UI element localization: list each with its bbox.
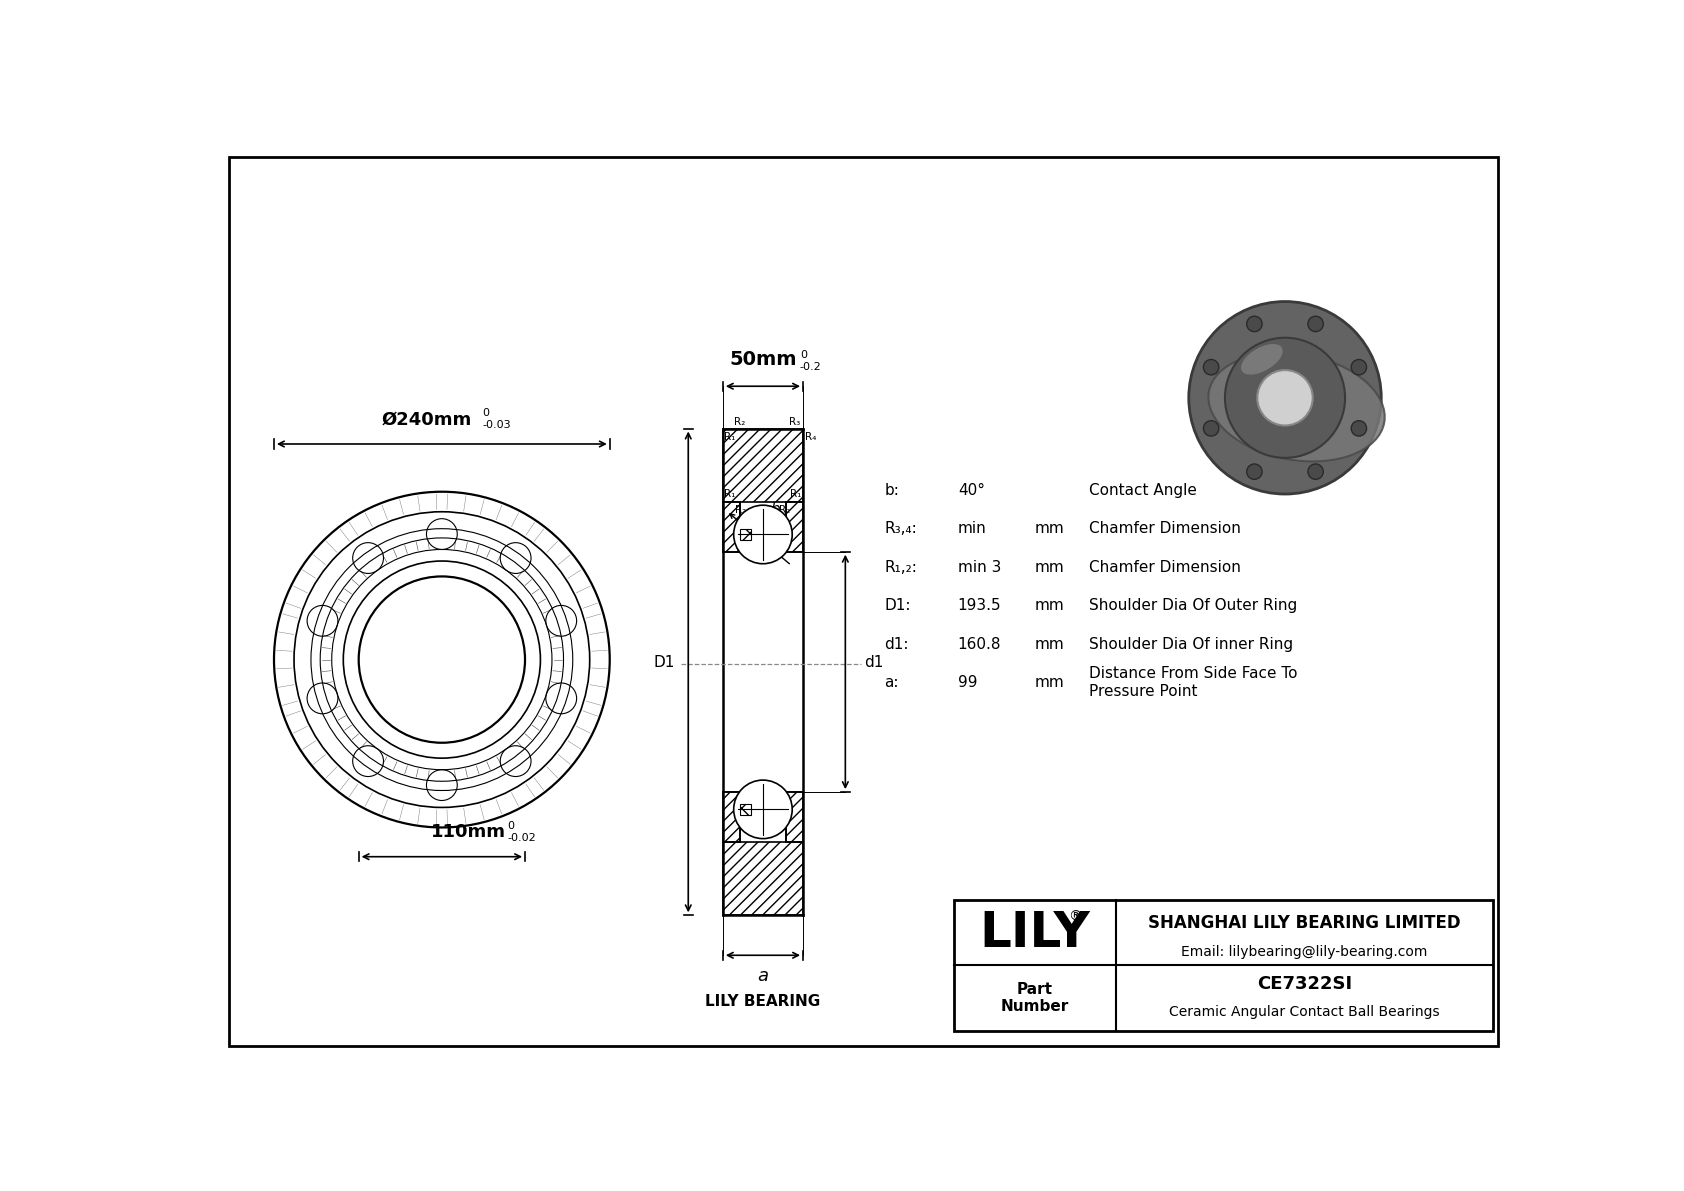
Text: R₂: R₂ [736,505,746,515]
Text: a:: a: [884,675,899,691]
Circle shape [1204,420,1219,436]
Text: Pressure Point: Pressure Point [1088,685,1197,699]
Circle shape [734,780,791,838]
Bar [953,900,1494,1030]
Text: LILY BEARING: LILY BEARING [706,993,820,1009]
Text: b: b [771,501,780,517]
Text: -0.02: -0.02 [507,833,536,843]
Text: LILY: LILY [980,909,1090,956]
Text: 160.8: 160.8 [958,637,1002,651]
Polygon shape [722,429,803,501]
Ellipse shape [1241,344,1283,374]
Text: ®: ® [1068,910,1081,924]
Circle shape [1351,420,1367,436]
Text: mm: mm [1034,560,1064,575]
Circle shape [1224,338,1346,457]
Text: CE7322SI: CE7322SI [1256,974,1352,992]
Text: 40°: 40° [958,482,985,498]
Text: d1: d1 [864,655,884,671]
Text: Ceramic Angular Contact Ball Bearings: Ceramic Angular Contact Ball Bearings [1169,1005,1440,1019]
Text: R₁,₂:: R₁,₂: [884,560,918,575]
Circle shape [1189,301,1381,494]
Text: mm: mm [1034,675,1064,691]
Text: 99: 99 [958,675,977,691]
Text: Shoulder Dia Of inner Ring: Shoulder Dia Of inner Ring [1088,637,1293,651]
Text: Chamfer Dimension: Chamfer Dimension [1088,522,1241,536]
Text: Email: lilybearing@lily-bearing.com: Email: lilybearing@lily-bearing.com [1180,946,1428,959]
Text: 193.5: 193.5 [958,598,1002,613]
Text: min: min [958,522,987,536]
Text: R₁: R₁ [724,431,736,442]
Text: R₁: R₁ [790,490,802,499]
Text: Contact Angle: Contact Angle [1088,482,1197,498]
Text: Ø240mm: Ø240mm [381,411,472,429]
Text: R₃,₄:: R₃,₄: [884,522,918,536]
Bar [739,529,751,540]
Bar [739,804,751,815]
Text: 0: 0 [507,821,514,830]
Text: -0.03: -0.03 [483,420,512,430]
Text: D1:: D1: [884,598,911,613]
Circle shape [1351,360,1367,375]
Text: D1: D1 [653,655,675,671]
Text: 0: 0 [483,407,490,418]
Text: 110mm: 110mm [431,823,507,841]
Polygon shape [786,792,803,842]
Text: R₂: R₂ [780,505,791,515]
Polygon shape [722,792,739,842]
Text: R₂: R₂ [734,417,744,428]
Circle shape [1308,464,1324,479]
Text: b:: b: [884,482,899,498]
Circle shape [1258,370,1314,425]
Text: -0.2: -0.2 [800,362,822,373]
Text: a: a [758,967,768,985]
Text: d1:: d1: [884,637,909,651]
Text: mm: mm [1034,598,1064,613]
Ellipse shape [1209,353,1384,461]
Text: mm: mm [1034,637,1064,651]
Text: R₁: R₁ [724,490,736,499]
Circle shape [734,505,791,563]
Text: R₄: R₄ [805,431,817,442]
Text: SHANGHAI LILY BEARING LIMITED: SHANGHAI LILY BEARING LIMITED [1148,915,1460,933]
Polygon shape [722,501,739,551]
Text: 50mm: 50mm [729,350,797,369]
Text: min 3: min 3 [958,560,1000,575]
Circle shape [1204,360,1219,375]
Text: R₃: R₃ [790,417,800,428]
Circle shape [1246,317,1261,331]
Text: Chamfer Dimension: Chamfer Dimension [1088,560,1241,575]
Text: Distance From Side Face To: Distance From Side Face To [1088,666,1297,681]
Polygon shape [722,842,803,915]
Text: Shoulder Dia Of Outer Ring: Shoulder Dia Of Outer Ring [1088,598,1297,613]
Text: 0: 0 [800,350,807,360]
Text: Part
Number: Part Number [1000,981,1069,1015]
Polygon shape [786,501,803,551]
Text: mm: mm [1034,522,1064,536]
Circle shape [1246,464,1261,479]
Circle shape [1308,317,1324,331]
